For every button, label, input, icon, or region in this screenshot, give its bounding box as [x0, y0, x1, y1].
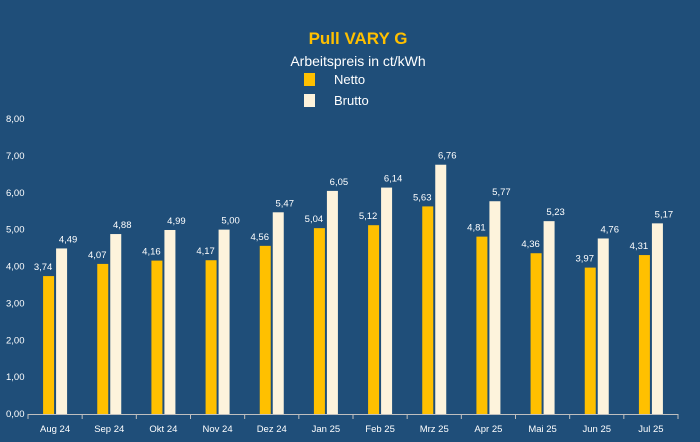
data-label-netto: 4,16 — [142, 247, 161, 258]
x-tick-label: Jun 25 — [582, 424, 611, 435]
data-label-brutto: 5,23 — [546, 207, 565, 218]
data-label-netto: 5,12 — [359, 211, 378, 222]
y-tick-label: 2,00 — [6, 335, 25, 346]
data-label-netto: 3,97 — [576, 254, 595, 265]
data-label-brutto: 6,76 — [438, 151, 457, 162]
bar-netto — [259, 245, 271, 414]
bar-netto — [313, 228, 325, 414]
bar-netto — [43, 276, 55, 414]
bar-brutto — [435, 164, 447, 414]
y-tick-label: 8,00 — [6, 114, 25, 125]
legend-swatch-netto — [304, 73, 315, 86]
data-label-netto: 4,07 — [88, 250, 107, 261]
bar-brutto — [381, 187, 393, 414]
data-label-netto: 5,04 — [305, 214, 324, 225]
bar-netto — [476, 236, 488, 414]
y-tick-label: 1,00 — [6, 372, 25, 383]
data-label-brutto: 5,77 — [492, 187, 511, 198]
data-label-brutto: 6,05 — [330, 177, 349, 188]
x-tick-label: Feb 25 — [365, 424, 395, 435]
x-tick-label: Jul 25 — [638, 424, 663, 435]
bar-brutto — [651, 223, 663, 414]
y-tick-label: 3,00 — [6, 298, 25, 309]
bars — [43, 164, 663, 414]
bar-brutto — [326, 190, 338, 414]
data-label-brutto: 5,00 — [221, 216, 240, 227]
bar-netto — [638, 255, 650, 414]
y-tick-label: 4,00 — [6, 262, 25, 273]
bar-brutto — [489, 201, 501, 414]
y-tick-label: 6,00 — [6, 188, 25, 199]
legend-label-brutto: Brutto — [334, 93, 369, 108]
x-tick-label: Apr 25 — [474, 424, 502, 435]
data-label-netto: 5,63 — [413, 192, 432, 203]
data-label-netto: 4,81 — [467, 223, 486, 234]
bar-netto — [97, 263, 109, 414]
x-axis: Aug 24 Sep 24 Okt 24 Nov 24 Dez 24 Jan 25 Feb … — [27, 414, 679, 435]
data-label-brutto: 5,47 — [276, 198, 295, 209]
bar-brutto — [56, 248, 68, 414]
data-label-brutto: 4,76 — [601, 224, 620, 235]
bar-netto — [530, 253, 542, 414]
bar-brutto — [597, 238, 609, 414]
y-tick-label: 0,00 — [6, 409, 25, 420]
data-label-netto: 4,17 — [196, 246, 215, 257]
data-label-netto: 4,56 — [251, 232, 270, 243]
bar-netto — [368, 225, 380, 414]
y-tick-label: 5,00 — [6, 225, 25, 236]
legend-swatch-brutto — [304, 94, 315, 107]
bar-brutto — [272, 212, 284, 414]
bar-netto — [205, 260, 217, 414]
y-axis: 0,00 1,00 2,00 3,00 4,00 5,00 6,00 7,00 8,00 — [6, 114, 25, 420]
data-label-netto: 4,36 — [521, 239, 540, 250]
x-tick-label: Aug 24 — [40, 424, 70, 435]
bar-brutto — [218, 229, 230, 414]
x-tick-label: Mai 25 — [528, 424, 557, 435]
x-tick-label: Nov 24 — [203, 424, 233, 435]
data-label-brutto: 4,49 — [59, 234, 78, 245]
data-label-brutto: 6,14 — [384, 174, 403, 185]
x-tick-label: Mrz 25 — [420, 424, 449, 435]
bar-brutto — [543, 221, 555, 414]
legend-label-netto: Netto — [334, 72, 365, 87]
data-label-netto: 4,31 — [630, 241, 649, 252]
data-label-netto: 3,74 — [34, 262, 53, 273]
bar-netto — [584, 267, 596, 414]
bar-netto — [151, 260, 163, 414]
bar-netto — [422, 206, 434, 414]
data-label-brutto: 5,17 — [655, 209, 674, 220]
data-labels: 3,74 4,49 4,07 4,88 4,16 4,99 4,17 5,00 4,56 5,47… — [34, 151, 673, 273]
data-label-brutto: 4,88 — [113, 220, 132, 231]
x-tick-label: Okt 24 — [149, 424, 177, 435]
chart-subtitle: Arbeitspreis in ct/kWh — [290, 53, 425, 69]
chart-title: Pull VARY G — [309, 29, 408, 48]
data-label-brutto: 4,99 — [167, 216, 186, 227]
y-tick-label: 7,00 — [6, 151, 25, 162]
legend: Netto Brutto — [304, 72, 369, 108]
bar-brutto — [110, 234, 122, 414]
x-tick-label: Dez 24 — [257, 424, 287, 435]
x-tick-label: Sep 24 — [94, 424, 124, 435]
x-tick-label: Jan 25 — [312, 424, 341, 435]
bar-brutto — [164, 229, 176, 414]
